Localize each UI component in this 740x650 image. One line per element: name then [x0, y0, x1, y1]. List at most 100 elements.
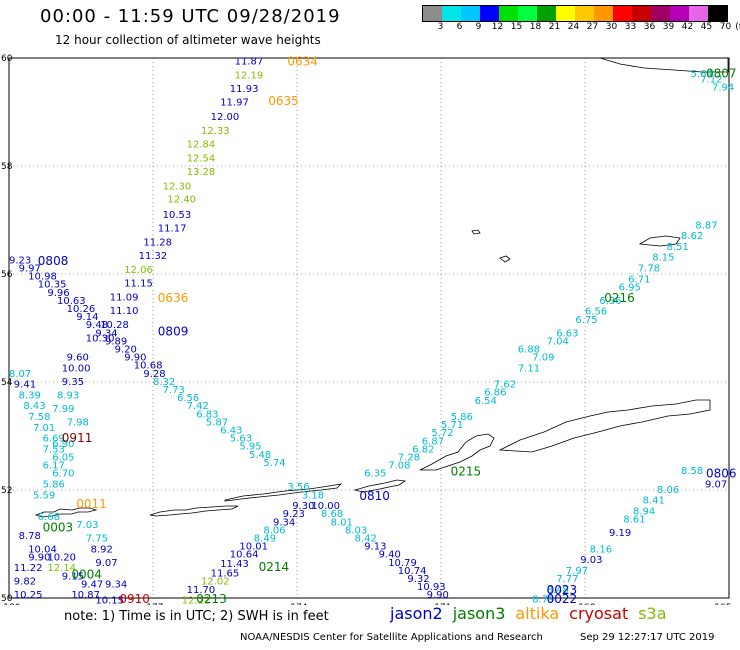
wave-height-value: 10.98 [28, 272, 57, 283]
pass-time-label: 0213 [196, 592, 227, 605]
wave-height-value: 5.64 [691, 69, 713, 80]
generation-timestamp: Sep 29 12:27:17 UTC 2019 [580, 632, 715, 643]
legend-label: 45 [700, 22, 713, 32]
wave-height-value: 6.36 [599, 296, 621, 307]
legend-label: 18 [529, 22, 542, 32]
st-matthew-island [599, 57, 729, 73]
longitude-label: -174 [287, 603, 308, 605]
wave-height-value: 9.96 [47, 288, 69, 299]
wave-height-value: 6.35 [364, 469, 386, 480]
wave-height-value: 9.60 [67, 353, 89, 364]
wave-height-value: 9.90 [427, 590, 449, 601]
wave-height-value: 9.19 [609, 528, 631, 539]
wave-height-value: 8.39 [19, 390, 41, 401]
wave-height-value: 6.68 [38, 512, 60, 523]
legend-label: 27 [586, 22, 599, 32]
wave-height-value: 11.17 [158, 224, 187, 235]
wave-height-value: 11.09 [110, 293, 139, 304]
wave-height-value: 5.72 [431, 428, 453, 439]
wave-height-value: 10.26 [67, 304, 96, 315]
wave-height-map: 60 58 56 54 52 50-180 -177 -174 -171 -168 -165 11.… [0, 54, 737, 605]
wave-height-value: 6.90 [52, 439, 74, 450]
pass-time-label: 0215 [451, 465, 482, 479]
latitude-label: 50 [1, 594, 13, 604]
wave-height-value: 8.78 [19, 531, 41, 542]
wave-height-value: 5.74 [263, 458, 285, 469]
wave-height-value: 6.05 [52, 453, 74, 464]
credit-line: NOAA/NESDIS Center for Satellite Applica… [240, 632, 543, 643]
pribilof-st-george [471, 229, 481, 235]
wave-height-value: 7.94 [712, 83, 734, 94]
wave-height-value: 8.93 [57, 390, 79, 401]
wave-height-value: 5.71 [441, 420, 463, 431]
legend-label: 21 [548, 22, 561, 32]
graticule [9, 58, 729, 598]
pass-time-label: 0636 [158, 291, 189, 305]
wave-height-value: 8.92 [91, 544, 113, 555]
wave-height-value: 8.48 [547, 585, 569, 596]
wave-height-value: 8.61 [623, 515, 645, 526]
wave-height-value: 11.15 [124, 279, 153, 290]
wave-height-value: 6.70 [52, 469, 74, 480]
wave-height-value: 6.63 [556, 328, 578, 339]
latitude-label: 58 [1, 162, 13, 172]
legend-label: 39 [662, 22, 675, 32]
map-frame [8, 57, 730, 599]
latitude-label: 54 [1, 378, 13, 388]
mission-altika: altika [515, 604, 560, 623]
legend-label: 6 [456, 22, 463, 32]
legend-swatch [556, 6, 575, 21]
wave-height-value: 3.56 [287, 482, 309, 493]
wave-height-value: 8.51 [667, 242, 689, 253]
wave-height-value: 6.43 [220, 426, 242, 437]
wave-height-value: 8.62 [681, 231, 703, 242]
pass-time-label: 0004 [71, 568, 102, 582]
wave-height-value: 10.74 [398, 566, 427, 577]
pass-time-label: 0807 [706, 67, 737, 81]
wave-height-value: 9.23 [283, 509, 305, 520]
nunivak-coast [638, 235, 681, 247]
pass-time-label: 0634 [287, 55, 318, 69]
wave-height-value: 11.65 [211, 569, 240, 580]
mission-cryosat: cryosat [569, 604, 629, 623]
pass-time-label: 0023 [547, 583, 578, 597]
wave-height-value: 6.95 [619, 282, 641, 293]
pass-time-label: 0214 [259, 560, 290, 574]
wave-height-value: 12.40 [167, 194, 196, 205]
legend-swatch [480, 6, 499, 21]
longitude-label: -165 [711, 603, 731, 605]
wave-height-value: 6.69 [43, 434, 65, 445]
wave-height-value: 8.06 [263, 525, 285, 536]
wave-height-value: 12.14 [47, 563, 76, 574]
map-title: 00:00 - 11:59 UTC 09/28/2019 [40, 6, 341, 27]
wave-height-value: 8.07 [9, 369, 31, 380]
wave-height-value: 5.86 [451, 412, 473, 423]
wave-height-value: 5.59 [33, 490, 55, 501]
longitude-label: -180 [0, 603, 21, 605]
legend-label: 36 [643, 22, 656, 32]
pass-time-labels: 0634 0635 0636 0808 0809 0810 0807 0216 0215 0214… [38, 55, 737, 605]
wave-height-value: 8.43 [23, 401, 45, 412]
mission-s3a: s3a [638, 604, 667, 623]
legend-unit: (ft) [735, 22, 740, 32]
wave-height-value: 6.87 [422, 436, 444, 447]
wave-height-value: 8.68 [321, 509, 343, 520]
legend-label: 9 [475, 22, 482, 32]
wave-height-value: 9.28 [143, 369, 165, 380]
wave-height-value: 5.86 [43, 480, 65, 491]
wave-height-value: 8.42 [355, 534, 377, 545]
wave-height-value: 9.13 [364, 542, 386, 553]
wave-height-value: 8.06 [657, 485, 679, 496]
wave-height-value: 6.75 [575, 315, 597, 326]
wave-height-value: 5.48 [249, 450, 271, 461]
wave-height-value: 6.17 [43, 461, 65, 472]
wave-height-value: 7.78 [638, 264, 660, 275]
wave-height-value: 8.87 [695, 220, 717, 231]
wave-height-value: 9.34 [95, 328, 117, 339]
pass-time-label: 0808 [38, 254, 69, 268]
wave-height-value: 5.95 [239, 442, 261, 453]
wave-height-value: 13.28 [187, 167, 216, 178]
wave-height-value: 12.33 [201, 126, 230, 137]
wave-height-value: 9.32 [407, 574, 429, 585]
wave-height-value: 10.30 [86, 334, 115, 345]
